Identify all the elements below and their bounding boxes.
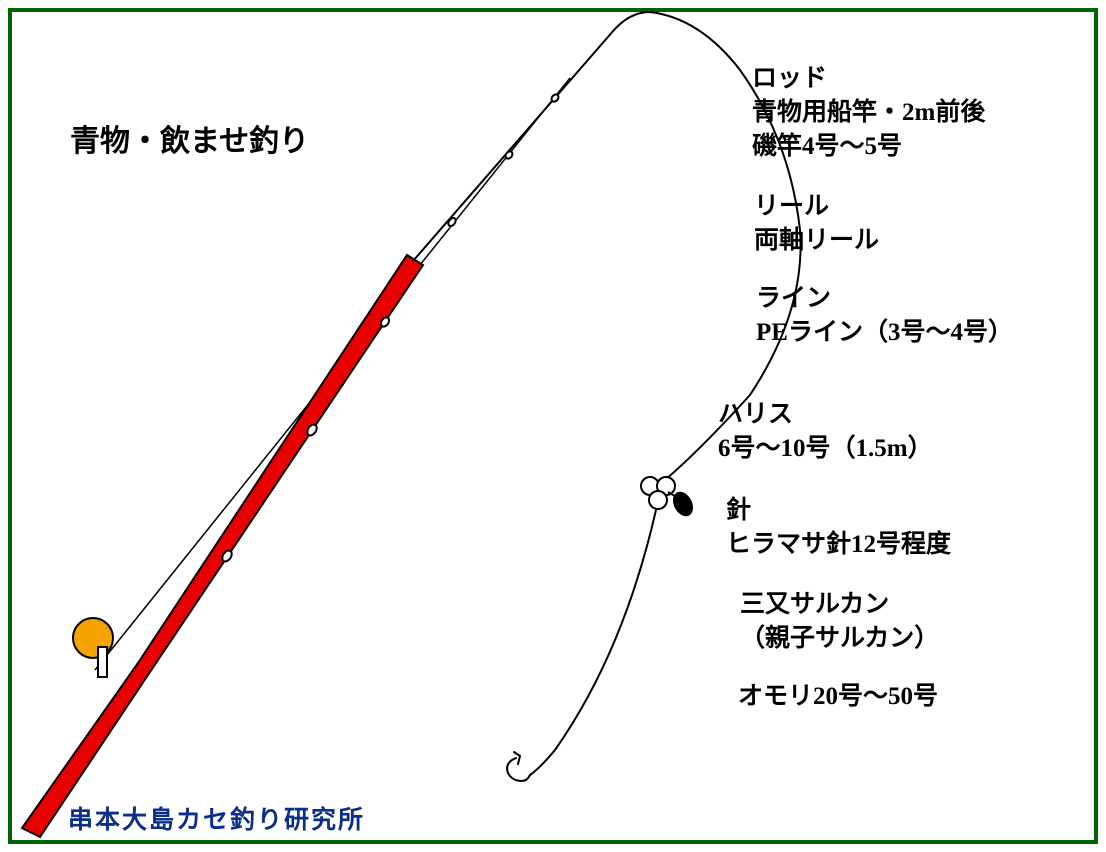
desc-line: ヒラマサ針12号程度: [726, 528, 951, 562]
desc-line: 6号～10号（1.5m）: [718, 432, 933, 466]
desc-line: ライン: [756, 282, 1013, 316]
desc-block: ラインPEライン（3号～4号）: [756, 282, 1013, 350]
desc-line: リール: [754, 190, 879, 224]
rod-upper-arc: [413, 12, 801, 395]
desc-line: オモリ20号～50号: [738, 680, 938, 714]
desc-block: オモリ20号～50号: [738, 680, 938, 714]
swivel-ring: [649, 491, 667, 509]
reel-seat: [98, 647, 107, 677]
desc-line: 青物用船竿・2m前後: [752, 96, 985, 130]
desc-block: 三又サルカン（親子サルカン）: [740, 588, 939, 656]
desc-line: 磯竿4号～5号: [752, 130, 985, 164]
rod-handle: [22, 255, 423, 837]
hook-icon: [507, 752, 530, 781]
leader-line: [530, 510, 656, 775]
desc-line: 針: [726, 494, 951, 528]
sinker-weight: [669, 488, 697, 519]
desc-block: リール両軸リール: [754, 190, 879, 258]
desc-block: ロッド青物用船竿・2m前後磯竿4号～5号: [752, 62, 985, 163]
rod-joint-ring: [447, 217, 457, 228]
desc-line: ハリス: [718, 398, 933, 432]
footer-credit: 串本大島カセ釣り研究所: [68, 800, 365, 836]
rod-joint-ring: [550, 93, 560, 103]
desc-line: （親子サルカン）: [740, 622, 939, 656]
rod-joint-ring: [504, 150, 514, 160]
desc-line: 両軸リール: [754, 224, 879, 258]
desc-line: PEライン（3号～4号）: [756, 316, 1013, 350]
desc-line: ロッド: [752, 62, 985, 96]
desc-block: ハリス6号～10号（1.5m）: [718, 398, 933, 466]
desc-line: 三又サルカン: [740, 588, 939, 622]
desc-block: 針ヒラマサ針12号程度: [726, 494, 951, 562]
